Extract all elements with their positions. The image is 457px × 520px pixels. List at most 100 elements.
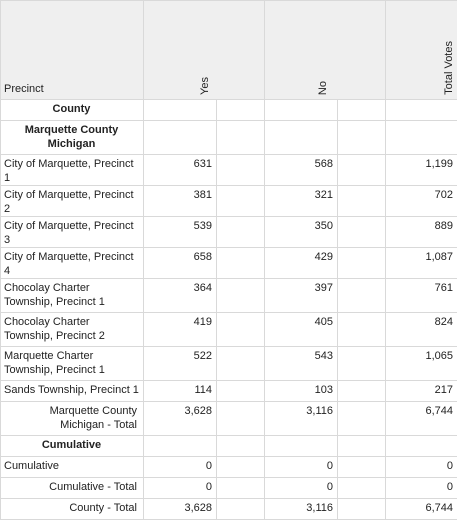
cell-total: [386, 436, 457, 457]
cell-label: County - Total: [1, 499, 144, 520]
cell-yes: 658: [144, 248, 217, 279]
cell-yes: [144, 121, 217, 155]
cell-empty: [217, 155, 265, 186]
header-no: No: [265, 1, 386, 100]
cell-total: 6,744: [386, 402, 457, 436]
cell-yes: 381: [144, 186, 217, 217]
cell-no: 321: [265, 186, 338, 217]
table-row: County: [1, 100, 457, 121]
cell-total: 6,744: [386, 499, 457, 520]
cell-empty: [338, 186, 386, 217]
cell-label: Chocolay Charter Township, Precinct 1: [1, 279, 144, 313]
cell-no: 397: [265, 279, 338, 313]
cell-empty: [217, 347, 265, 381]
cell-empty: [338, 248, 386, 279]
cell-empty: [338, 279, 386, 313]
cell-empty: [338, 313, 386, 347]
cell-empty: [338, 402, 386, 436]
cell-no: 543: [265, 347, 338, 381]
cell-no: [265, 121, 338, 155]
cell-empty: [338, 155, 386, 186]
cell-empty: [338, 100, 386, 121]
cell-no: 350: [265, 217, 338, 248]
cell-empty: [338, 478, 386, 499]
cell-empty: [217, 100, 265, 121]
cell-total: 824: [386, 313, 457, 347]
cell-no: 568: [265, 155, 338, 186]
cell-yes: 114: [144, 381, 217, 402]
cell-empty: [338, 499, 386, 520]
cell-empty: [217, 248, 265, 279]
cell-total: [386, 100, 457, 121]
cell-label: Sands Township, Precinct 1: [1, 381, 144, 402]
cell-no: 103: [265, 381, 338, 402]
cell-empty: [338, 121, 386, 155]
cell-yes: [144, 100, 217, 121]
cell-yes: 0: [144, 478, 217, 499]
cell-total: 1,199: [386, 155, 457, 186]
cell-total: [386, 121, 457, 155]
cell-label: Marquette County Michigan - Total: [1, 402, 144, 436]
cell-total: 217: [386, 381, 457, 402]
cell-total: 889: [386, 217, 457, 248]
cell-total: 1,087: [386, 248, 457, 279]
cell-empty: [338, 457, 386, 478]
cell-empty: [338, 217, 386, 248]
cell-yes: 3,628: [144, 499, 217, 520]
cell-yes: 522: [144, 347, 217, 381]
cell-label: City of Marquette, Precinct 1: [1, 155, 144, 186]
cell-empty: [217, 217, 265, 248]
cell-label: City of Marquette, Precinct 4: [1, 248, 144, 279]
cell-total: 0: [386, 478, 457, 499]
cell-total: 0: [386, 457, 457, 478]
header-text: No: [316, 81, 330, 95]
cell-empty: [338, 381, 386, 402]
cell-yes: 539: [144, 217, 217, 248]
cell-label: Cumulative: [1, 457, 144, 478]
cell-no: 3,116: [265, 402, 338, 436]
table-row: Marquette County Michigan: [1, 121, 457, 155]
cell-label: City of Marquette, Precinct 3: [1, 217, 144, 248]
cell-yes: 631: [144, 155, 217, 186]
cell-label: Cumulative - Total: [1, 478, 144, 499]
cell-empty: [338, 436, 386, 457]
cell-label: Cumulative: [1, 436, 144, 457]
cell-label: County: [1, 100, 144, 121]
cell-total: 1,065: [386, 347, 457, 381]
cell-no: 3,116: [265, 499, 338, 520]
cell-empty: [338, 347, 386, 381]
header-precinct: Precinct: [1, 1, 144, 100]
cell-label: Marquette County Michigan: [1, 121, 144, 155]
cell-empty: [217, 402, 265, 436]
header-text: Total Votes: [442, 41, 456, 95]
cell-empty: [217, 499, 265, 520]
cell-yes: 0: [144, 457, 217, 478]
header-yes: Yes: [144, 1, 265, 100]
cell-yes: 419: [144, 313, 217, 347]
header-total: Total Votes: [386, 1, 457, 100]
cell-yes: [144, 436, 217, 457]
cell-empty: [217, 121, 265, 155]
cell-total: 761: [386, 279, 457, 313]
header-text: Yes: [198, 77, 212, 95]
cell-yes: 364: [144, 279, 217, 313]
cell-no: [265, 100, 338, 121]
cell-empty: [217, 279, 265, 313]
cell-no: 0: [265, 457, 338, 478]
cell-label: City of Marquette, Precinct 2: [1, 186, 144, 217]
cell-no: 405: [265, 313, 338, 347]
cell-label: Chocolay Charter Township, Precinct 2: [1, 313, 144, 347]
cell-total: 702: [386, 186, 457, 217]
cell-label: Marquette Charter Township, Precinct 1: [1, 347, 144, 381]
cell-no: 429: [265, 248, 338, 279]
